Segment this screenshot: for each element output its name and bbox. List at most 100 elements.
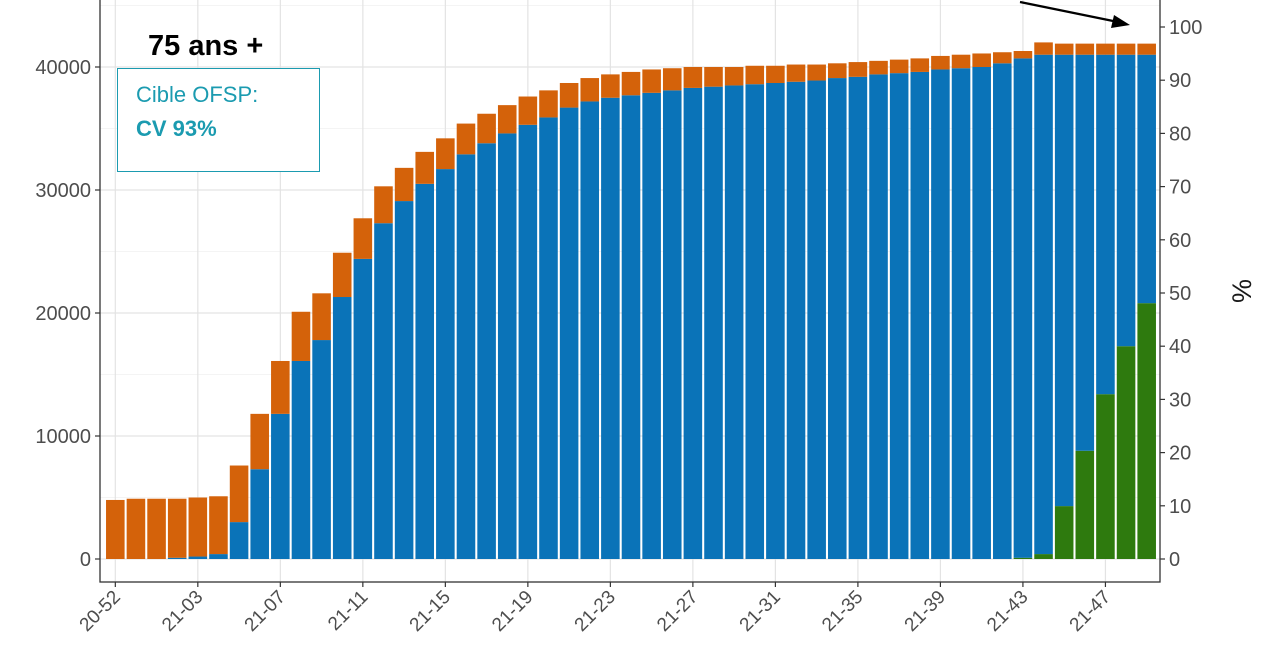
bar-segment-blue bbox=[415, 183, 435, 559]
bar-segment-orange bbox=[951, 54, 971, 69]
bar-segment-orange bbox=[126, 498, 146, 559]
bar-segment-blue bbox=[209, 554, 228, 559]
bar-segment-blue bbox=[1116, 54, 1136, 347]
bar-segment-orange bbox=[188, 497, 208, 557]
x-axis: 20-52 21-03 21-07 21-11 21-15 21-19 21-23 21-27… bbox=[76, 582, 1115, 636]
bar-segment-blue bbox=[662, 90, 682, 560]
bar-segment-orange bbox=[559, 82, 579, 108]
bar-segment-blue bbox=[271, 413, 290, 559]
x-axis-tick-label: 21-47 bbox=[1066, 587, 1115, 636]
bar-segment-orange bbox=[1096, 43, 1115, 55]
bar-segment-orange bbox=[477, 113, 496, 144]
right-axis-label: % bbox=[1227, 279, 1257, 303]
bar-segment-orange bbox=[786, 64, 806, 82]
bar-segment-orange bbox=[209, 496, 228, 555]
target-line-1: Cible OFSP: bbox=[136, 82, 259, 107]
bar-segment-orange bbox=[827, 63, 847, 79]
left-axis-tick-label: 30000 bbox=[35, 180, 91, 202]
bar-segment-blue bbox=[229, 522, 249, 559]
right-axis-tick-label: 80 bbox=[1169, 123, 1191, 145]
bar-segment-blue bbox=[250, 469, 269, 559]
bar-segment-blue bbox=[642, 92, 661, 559]
right-axis-tick-label: 30 bbox=[1169, 389, 1191, 411]
bar-segment-blue bbox=[518, 124, 538, 559]
bar-segment-blue bbox=[786, 81, 806, 559]
bar-segment-orange bbox=[1054, 43, 1074, 55]
bar-segment-blue bbox=[724, 85, 744, 559]
bar-segment-orange bbox=[601, 74, 620, 98]
bar-segment-blue bbox=[869, 74, 888, 559]
bar-segment-blue bbox=[766, 82, 785, 560]
bar-segment-blue bbox=[848, 76, 868, 559]
bar-segment-orange bbox=[332, 252, 352, 298]
right-axis-tick-label: 100 bbox=[1169, 17, 1202, 39]
bar-segment-orange bbox=[580, 78, 600, 102]
bar-segment-blue bbox=[1096, 54, 1115, 395]
bar-segment-orange bbox=[910, 58, 930, 72]
bar-segment-blue bbox=[827, 78, 847, 559]
bar-segment-orange bbox=[889, 59, 909, 74]
bar-segment-blue bbox=[497, 133, 517, 560]
bar-segment-blue bbox=[580, 101, 600, 559]
bar-segment-orange bbox=[807, 64, 826, 81]
x-axis-tick-label: 21-11 bbox=[324, 587, 372, 635]
bar-segment-blue bbox=[993, 63, 1012, 560]
bar-segment-orange bbox=[745, 65, 765, 85]
bar-segment-orange bbox=[374, 186, 393, 224]
bar-segment-orange bbox=[353, 218, 373, 259]
target-annotation-box: Cible OFSP: CV 93% bbox=[117, 68, 320, 172]
right-axis-tick-label: 10 bbox=[1169, 496, 1191, 518]
bar-segment-blue bbox=[972, 67, 991, 559]
bar-segment-blue bbox=[931, 69, 950, 560]
bar-segment-blue bbox=[807, 80, 826, 559]
bar-segment-blue bbox=[332, 297, 352, 559]
bar-segment-orange bbox=[271, 360, 290, 414]
x-axis-tick-label: 21-03 bbox=[158, 587, 207, 636]
bar-segment-blue bbox=[394, 201, 414, 559]
bar-segment-green bbox=[1075, 450, 1095, 559]
x-axis-tick-label: 21-23 bbox=[571, 587, 620, 636]
bar-segment-blue bbox=[1075, 54, 1095, 451]
left-axis: 0 10000 20000 30000 40000 bbox=[35, 57, 100, 571]
bar-segment-blue bbox=[436, 169, 455, 559]
bar-segment-green bbox=[1116, 346, 1136, 559]
bar-segment-orange bbox=[539, 90, 558, 118]
bar-segment-blue bbox=[559, 107, 579, 559]
bar-segment-orange bbox=[642, 69, 661, 93]
bar-segment-orange bbox=[848, 62, 868, 77]
bar-segment-orange bbox=[250, 413, 269, 470]
left-axis-tick-label: 10000 bbox=[35, 426, 91, 448]
bar-segment-orange bbox=[931, 55, 950, 70]
right-axis: 0 10 20 30 40 50 60 70 80 90 100 bbox=[1160, 17, 1202, 571]
bar-segment-blue bbox=[539, 117, 558, 560]
bar-segment-orange bbox=[147, 498, 166, 559]
bar-segment-orange bbox=[436, 138, 455, 170]
right-axis-tick-label: 90 bbox=[1169, 70, 1191, 92]
bar-segment-green bbox=[1137, 303, 1156, 559]
right-axis-tick-label: 70 bbox=[1169, 177, 1191, 199]
x-axis-tick-label: 21-15 bbox=[406, 587, 455, 636]
x-axis-tick-label: 21-43 bbox=[983, 587, 1032, 636]
left-axis-tick-label: 0 bbox=[80, 549, 91, 571]
bar-segment-green bbox=[1034, 554, 1053, 559]
bar-segment-orange bbox=[415, 151, 435, 184]
right-axis-tick-label: 0 bbox=[1169, 549, 1180, 571]
bar-segment-orange bbox=[394, 167, 414, 202]
bars-group bbox=[106, 42, 1156, 560]
bar-segment-blue bbox=[1013, 58, 1033, 558]
target-line-2: CV 93% bbox=[136, 116, 217, 141]
bar-segment-blue bbox=[704, 86, 723, 560]
bar-segment-orange bbox=[683, 67, 703, 88]
bar-segment-orange bbox=[869, 60, 888, 75]
bar-segment-blue bbox=[683, 87, 703, 559]
x-axis-tick-label: 21-19 bbox=[488, 587, 537, 636]
bar-segment-blue bbox=[745, 84, 765, 559]
bar-segment-orange bbox=[724, 67, 744, 86]
x-axis-tick-label: 20-52 bbox=[76, 587, 125, 636]
bar-segment-blue bbox=[291, 360, 311, 559]
bar-segment-blue bbox=[374, 223, 393, 559]
bar-segment-orange bbox=[518, 96, 538, 125]
bar-segment-orange bbox=[972, 53, 991, 67]
bar-segment-green bbox=[1013, 557, 1033, 559]
